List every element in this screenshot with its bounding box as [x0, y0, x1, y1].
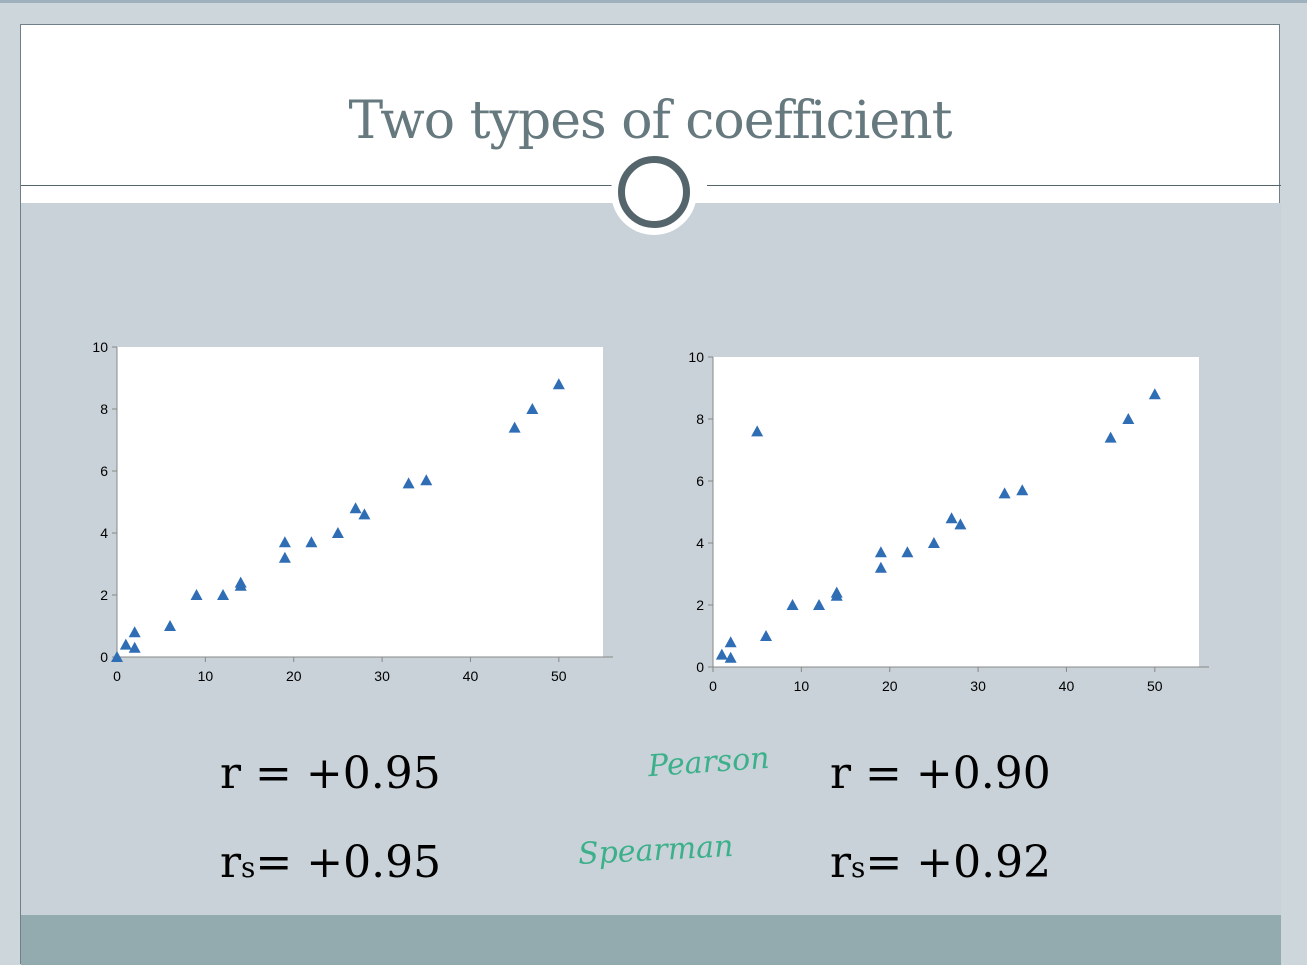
window-top-border: [0, 0, 1307, 3]
left-chart-x-tick-label: 40: [463, 668, 479, 684]
right-chart-data-point: [724, 651, 737, 663]
right-chart-data-point: [954, 518, 967, 530]
right-chart-data-point: [874, 546, 887, 558]
circle-ornament-icon: [618, 156, 690, 228]
left-chart-plot-area: [117, 347, 603, 657]
slide-footer-band: [21, 915, 1281, 965]
left-pearson-stat: r = +0.95: [220, 752, 441, 796]
right-chart-data-point: [1104, 431, 1117, 443]
right-chart-data-point: [830, 586, 843, 598]
right-chart-data-point: [945, 512, 958, 524]
right-chart-data-point: [901, 546, 914, 558]
left-chart-data-point: [278, 536, 291, 548]
right-chart-y-tick-label: 6: [696, 473, 704, 489]
left-chart-data-point: [358, 508, 371, 520]
left-chart-data-point: [402, 477, 415, 489]
left-chart-y-tick-label: 4: [100, 525, 108, 541]
left-chart-y-tick-label: 0: [100, 649, 108, 665]
right-chart-y-tick-label: 4: [696, 535, 704, 551]
divider-ring: [611, 149, 697, 235]
left-chart-data-point: [331, 527, 344, 538]
left-chart-data-point: [234, 576, 247, 588]
right-chart-data-point: [813, 599, 826, 610]
right-spearman-stat: rs= +0.92: [830, 841, 1051, 885]
right-spearman-value: = +0.92: [865, 837, 1052, 888]
right-chart-x-tick-label: 20: [882, 678, 898, 694]
right-chart-y-tick-label: 8: [696, 411, 704, 427]
left-chart-data-point: [305, 536, 318, 548]
left-chart-data-point: [128, 626, 141, 638]
left-chart-data-point: [508, 421, 521, 433]
left-chart-y-tick-label: 8: [100, 401, 108, 417]
right-chart-data-point: [998, 487, 1011, 499]
right-chart-data-point: [874, 561, 887, 573]
right-chart-data-point: [715, 648, 728, 660]
left-chart-x-tick-label: 30: [374, 668, 390, 684]
left-chart-data-point: [552, 378, 565, 390]
right-spearman-subscript: s: [851, 851, 866, 884]
right-chart-data-point: [724, 636, 737, 648]
left-spearman-value: = +0.95: [255, 837, 442, 888]
right-pearson-stat: r = +0.90: [830, 752, 1051, 796]
left-chart-y-tick-label: 6: [100, 463, 108, 479]
right-chart-data-point: [786, 599, 799, 610]
spearman-annotation: Spearman: [577, 828, 735, 873]
left-chart-y-tick-label: 2: [100, 587, 108, 603]
right-chart-x-tick-label: 50: [1147, 678, 1163, 694]
left-spearman-symbol: r: [220, 837, 242, 888]
left-chart-data-point: [217, 589, 230, 600]
left-chart-data-point: [119, 638, 132, 650]
left-chart-data-point: [190, 589, 203, 600]
right-chart-x-tick-label: 40: [1059, 678, 1075, 694]
pearson-annotation: Pearson: [646, 740, 771, 785]
right-chart-y-tick-label: 0: [696, 659, 704, 675]
right-chart-x-tick-label: 30: [970, 678, 986, 694]
right-chart-data-point: [1016, 484, 1029, 496]
left-chart-x-tick-label: 50: [551, 668, 567, 684]
right-chart-data-point: [760, 630, 773, 641]
left-chart-data-point: [111, 651, 123, 662]
slide-title: Two types of coefficient: [348, 91, 952, 151]
right-chart-data-point: [1148, 388, 1161, 400]
left-chart-data-point: [349, 502, 362, 514]
right-pearson-value: r = +0.90: [830, 748, 1051, 799]
left-chart-x-tick-label: 20: [286, 668, 302, 684]
left-spearman-subscript: s: [241, 851, 256, 884]
scatter-chart-left: 0 2 4 6 8 10 0 10 20 30 40 50: [92, 339, 613, 684]
left-chart-x-tick-label: 10: [198, 668, 214, 684]
right-chart-y-tick-label: 2: [696, 597, 704, 613]
left-chart-data-point: [420, 474, 433, 486]
left-chart-data-point: [526, 403, 539, 414]
left-pearson-value: r = +0.95: [220, 748, 441, 799]
left-spearman-stat: rs= +0.95: [220, 841, 441, 885]
left-chart-y-tick-label: 10: [92, 339, 108, 355]
right-chart-data-point: [1122, 413, 1135, 424]
title-divider-left: [21, 185, 615, 186]
right-chart-y-tick-label: 10: [688, 349, 704, 365]
left-chart-data-point: [128, 641, 141, 653]
right-chart-data-point: [751, 425, 764, 437]
right-spearman-symbol: r: [830, 837, 852, 888]
right-chart-x-tick-label: 0: [709, 678, 717, 694]
left-chart-data-point: [164, 620, 177, 631]
right-chart-data-point: [927, 537, 940, 548]
right-chart-plot-area: [713, 357, 1199, 667]
title-divider-right: [707, 185, 1281, 186]
right-chart-x-tick-label: 10: [794, 678, 810, 694]
scatter-chart-right: 0 2 4 6 8 10 0 10 20 30 40 50: [688, 349, 1209, 694]
left-chart-x-tick-label: 0: [113, 668, 121, 684]
left-chart-data-point: [278, 551, 291, 563]
